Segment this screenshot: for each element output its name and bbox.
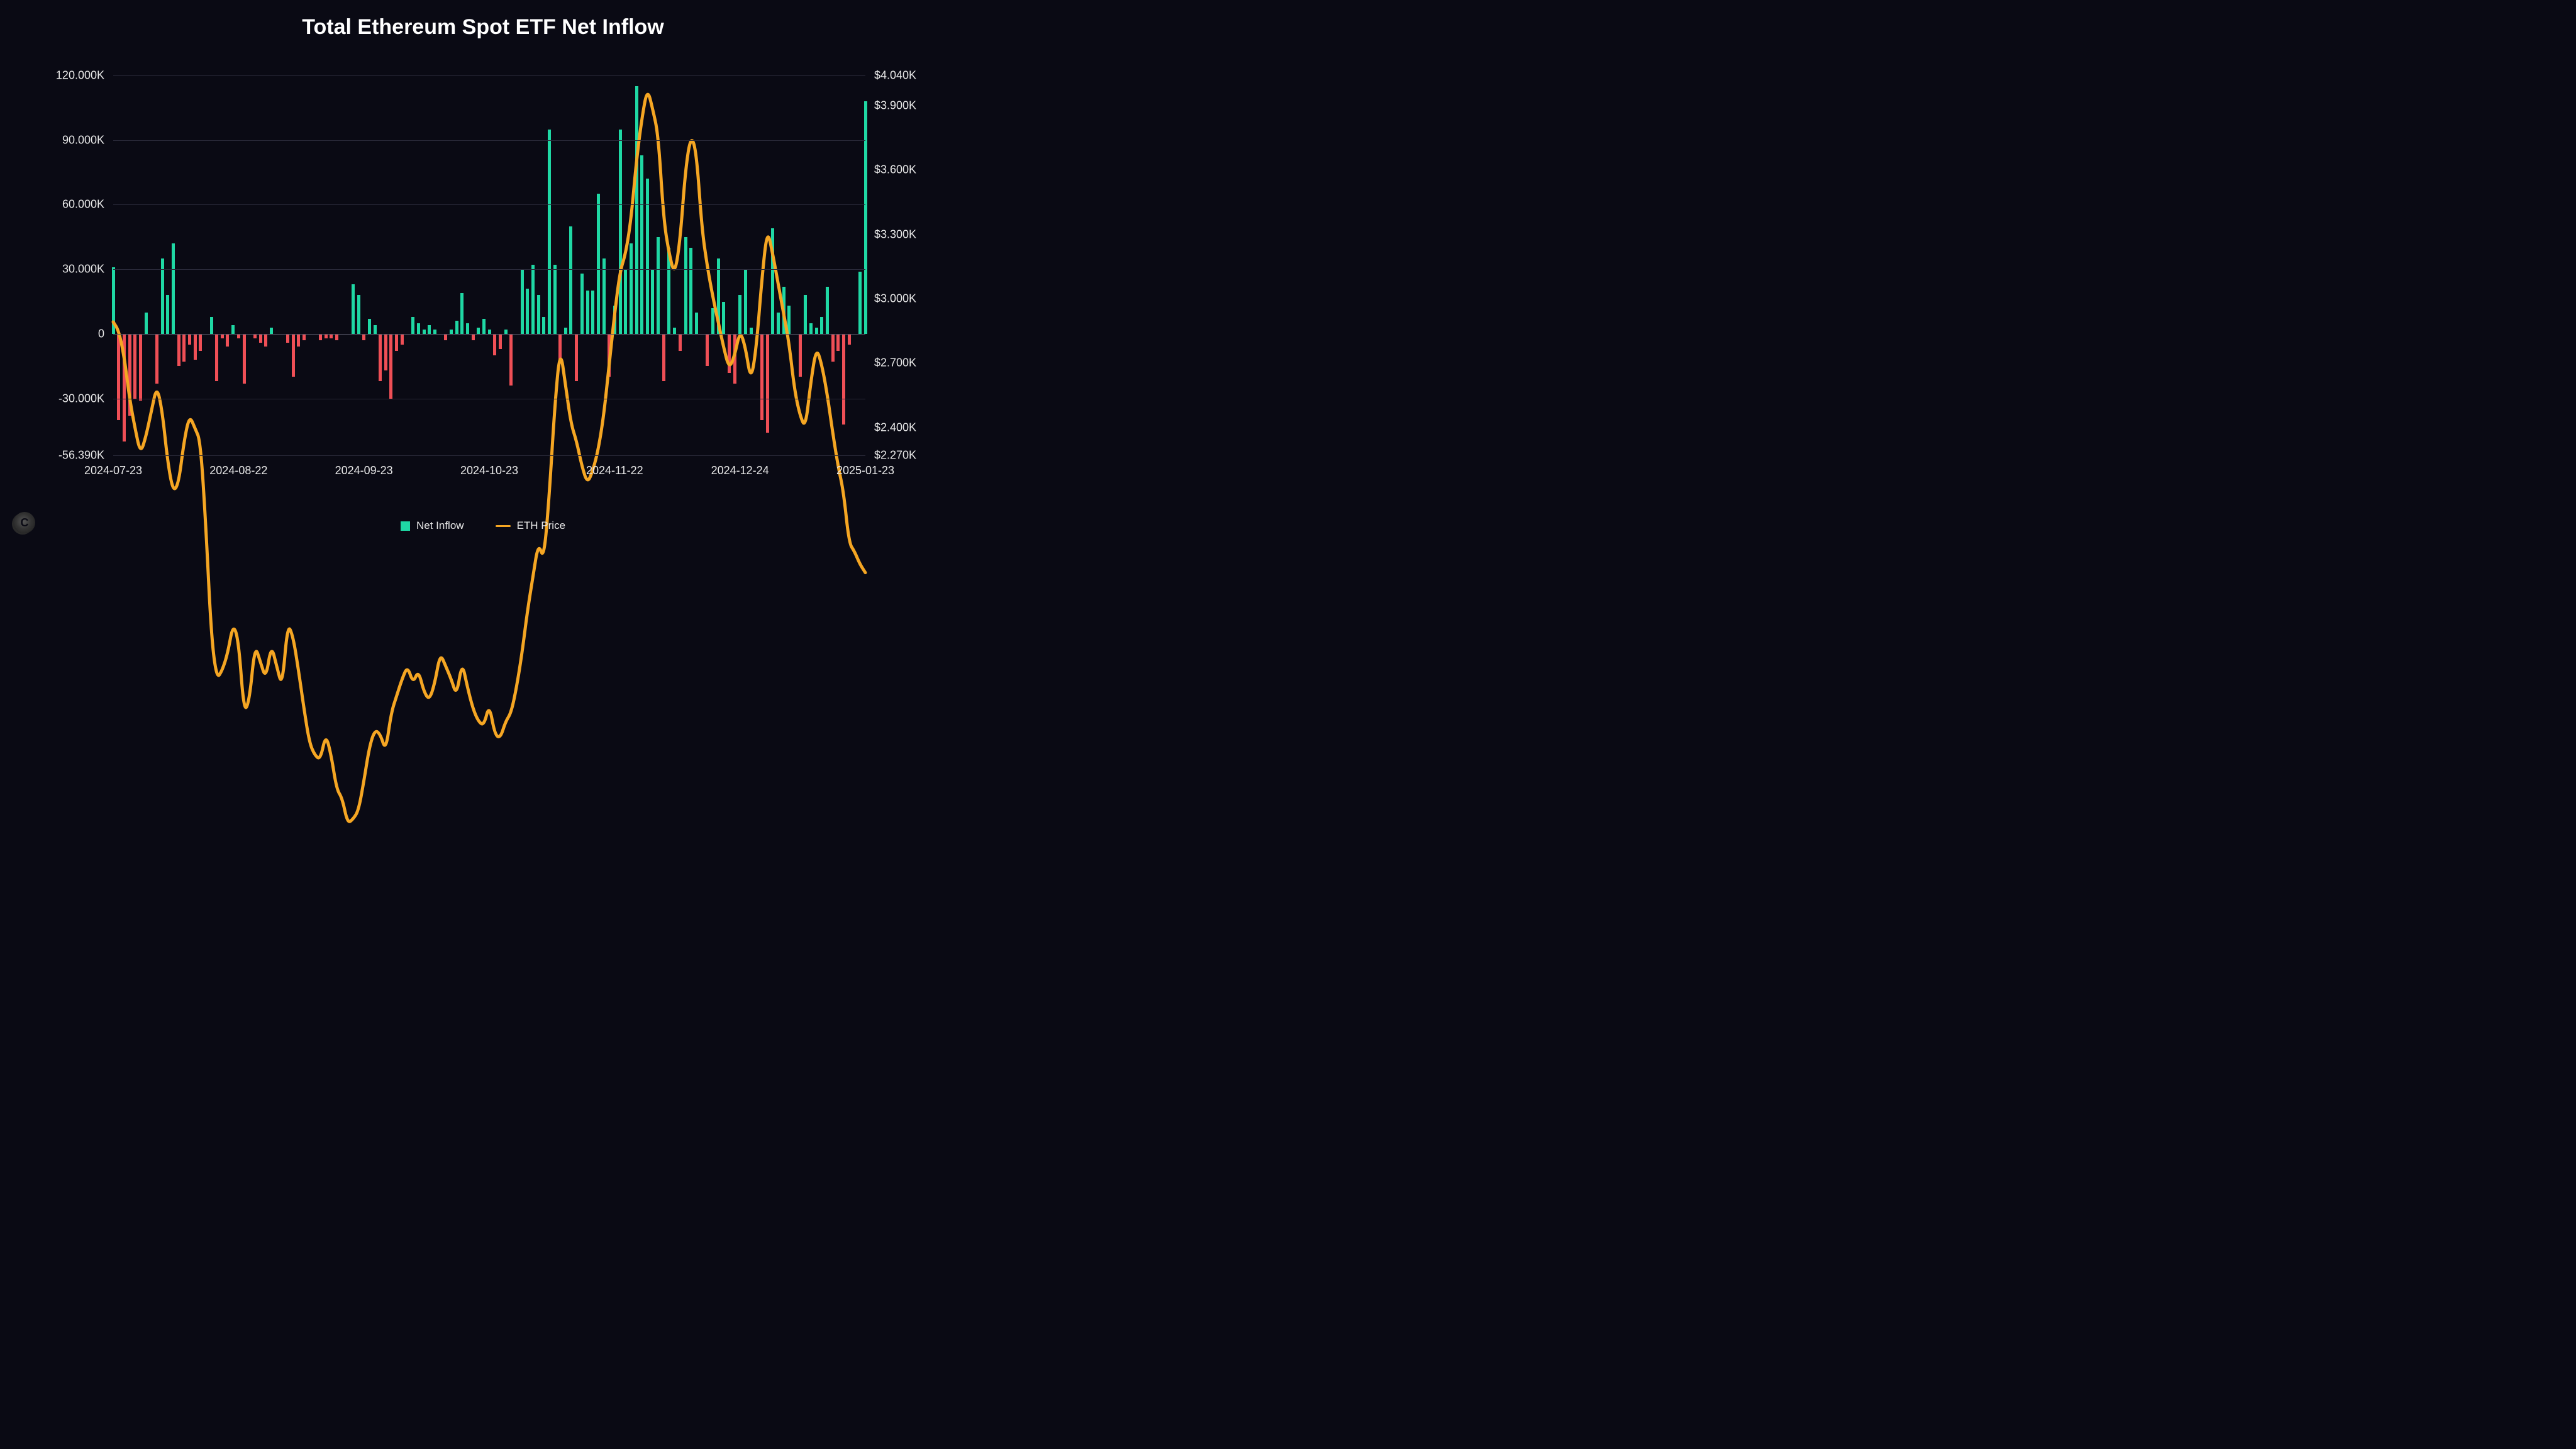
zero-line xyxy=(113,334,865,335)
grid-line xyxy=(113,75,865,76)
chart-title: Total Ethereum Spot ETF Net Inflow xyxy=(0,0,966,46)
grid-line xyxy=(113,269,865,270)
y-right-tick-label: $3.000K xyxy=(865,292,916,305)
y-left-tick-label: -30.000K xyxy=(58,392,113,405)
x-tick-label: 2024-10-23 xyxy=(460,455,518,477)
y-right-tick-label: $3.600K xyxy=(865,164,916,177)
chart-container: -56.390K-30.000K030.000K60.000K90.000K12… xyxy=(38,50,928,493)
legend-swatch-eth-price xyxy=(496,525,511,527)
y-left-tick-label: 90.000K xyxy=(62,133,113,147)
legend: Net Inflow ETH Price xyxy=(0,519,966,532)
price-line-layer xyxy=(113,75,865,828)
legend-swatch-net-inflow xyxy=(401,521,410,531)
plot-area: -56.390K-30.000K030.000K60.000K90.000K12… xyxy=(113,75,865,455)
legend-label-net-inflow: Net Inflow xyxy=(416,519,464,532)
y-right-tick-label: $3.900K xyxy=(865,99,916,112)
watermark-logo: C xyxy=(14,512,35,533)
grid-line xyxy=(113,204,865,205)
y-right-tick-label: $4.040K xyxy=(865,69,916,82)
x-tick-label: 2024-11-22 xyxy=(586,455,643,477)
grid-line xyxy=(113,140,865,141)
legend-item-eth-price: ETH Price xyxy=(496,519,565,532)
y-left-tick-label: 60.000K xyxy=(62,198,113,211)
y-right-tick-label: $3.300K xyxy=(865,228,916,241)
y-right-tick-label: $2.700K xyxy=(865,357,916,370)
y-left-tick-label: 120.000K xyxy=(56,69,113,82)
x-tick-label: 2024-07-23 xyxy=(84,455,142,477)
x-tick-label: 2025-01-23 xyxy=(836,455,894,477)
legend-label-eth-price: ETH Price xyxy=(517,519,565,532)
legend-item-net-inflow: Net Inflow xyxy=(401,519,464,532)
x-tick-label: 2024-09-23 xyxy=(335,455,393,477)
y-right-tick-label: $2.400K xyxy=(865,421,916,434)
x-tick-label: 2024-08-22 xyxy=(209,455,267,477)
x-tick-label: 2024-12-24 xyxy=(711,455,769,477)
y-left-tick-label: 0 xyxy=(98,327,113,340)
y-left-tick-label: 30.000K xyxy=(62,263,113,276)
watermark-letter: C xyxy=(21,516,29,530)
